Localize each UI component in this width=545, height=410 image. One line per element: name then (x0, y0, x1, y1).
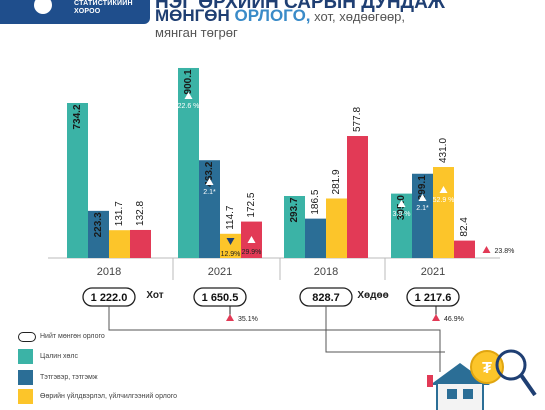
svg-text:₮: ₮ (482, 360, 492, 377)
bar-0-3 (130, 229, 151, 258)
legend-total-swatch (18, 332, 36, 342)
bar-label-3-0: 305.0 (396, 195, 407, 220)
legend-transfers-label: Тэтгэвэр, тэтгэмж (40, 374, 98, 381)
bar-1-2 (220, 233, 241, 258)
legend-business-swatch (18, 389, 33, 404)
bar-1-0 (178, 67, 199, 259)
change-rural-3-triangle (482, 246, 491, 253)
bar-label-3-1: 399.1 (417, 175, 428, 200)
bar-label-0-1: 223.3 (93, 212, 104, 237)
change-city-1-text: 2.1* (203, 189, 216, 196)
org-name: СТАТИСТИКИЙН ХОРОО (74, 0, 133, 15)
bar-label-2-0: 293.7 (289, 197, 300, 222)
total-change-city-text: 35.1% (238, 316, 258, 323)
change-rural-1-text: 2.1* (416, 205, 429, 212)
connector-city-2018 (108, 306, 441, 372)
change-rural-1-triangle (418, 194, 427, 201)
change-city-0-triangle (184, 92, 193, 99)
bar-2-1 (305, 218, 326, 258)
year-label-3: 2021 (421, 266, 445, 278)
bar-3-0 (391, 193, 412, 258)
change-city-3-text: 29.9% (242, 249, 262, 256)
bar-0-1 (88, 210, 109, 258)
bar-label-3-2: 431.0 (438, 138, 449, 163)
area-label-rural: Хөдөө (357, 290, 388, 301)
bar-2-3 (347, 136, 368, 258)
bar-1-1 (199, 160, 220, 258)
bar-label-2-1: 186.5 (310, 189, 321, 214)
legend-business-label: Өөрийн үйлдвэрлэл, үйлчилгээний орлого (40, 393, 178, 400)
change-city-2-triangle (226, 238, 235, 245)
bar-label-0-3: 132.8 (135, 201, 146, 226)
total-value-0: 1 222.0 (91, 292, 128, 304)
statistics-logo-icon (34, 0, 52, 14)
house-money-icon: ₮ (427, 349, 537, 410)
title-word1: МӨНГӨН (155, 6, 235, 25)
logo-box: СТАТИСТИКИЙН ХОРОО (0, 0, 150, 24)
total-change-city-triangle (226, 314, 234, 321)
change-city-3-triangle (247, 236, 256, 243)
bar-0-2 (109, 230, 130, 258)
title-line3: мянган төгрөг (155, 25, 238, 40)
total-value-1: 1 650.5 (202, 292, 239, 304)
connector-rural-2018 (325, 306, 445, 353)
legend-salary-label: Цалин хөлс (40, 353, 79, 360)
bar-label-3-3: 82.4 (459, 217, 470, 237)
year-label-2: 2018 (314, 266, 338, 278)
legend-transfers-swatch (18, 370, 33, 385)
total-change-rural-text: 46.9% (444, 316, 464, 323)
title-word2: ОРЛОГО, (234, 6, 311, 25)
change-rural-0-triangle (397, 200, 406, 207)
bar-label-0-2: 131.7 (114, 201, 125, 226)
change-city-2-text: 12.9% (221, 251, 241, 258)
bar-label-1-3: 172.5 (246, 192, 257, 217)
change-rural-2-text: 52.9 % (433, 197, 455, 204)
total-value-3: 1 217.6 (415, 292, 452, 304)
total-value-2: 828.7 (312, 292, 340, 304)
bar-label-1-0: 900.1 (183, 69, 194, 94)
bar-label-1-2: 114.7 (225, 205, 236, 230)
bar-2-2 (326, 198, 347, 258)
change-rural-3-text: 23.8% (495, 248, 515, 255)
year-label-0: 2018 (97, 266, 121, 278)
bar-3-3 (454, 240, 475, 258)
title-line2: МӨНГӨН ОРЛОГО, хот, хөдөөгөөр, (155, 6, 405, 26)
bar-label-0-0: 734.2 (72, 104, 83, 129)
bar-0-0 (67, 103, 88, 258)
title-rest: хот, хөдөөгөөр, (310, 9, 406, 24)
change-city-1-triangle (205, 178, 214, 185)
total-pill-1 (193, 287, 247, 307)
change-city-0-text: 22.6 % (178, 103, 200, 110)
title-line1: НЭГ ӨРХИЙН САРЫН ДУНДАЖ (155, 0, 445, 13)
bar-3-2 (433, 167, 454, 258)
legend-total-label: Нийт мөнгөн орлого (40, 333, 105, 340)
total-pill-3 (406, 287, 460, 307)
legend-salary-swatch (18, 349, 33, 364)
bar-label-2-2: 281.9 (331, 169, 342, 194)
change-rural-2-triangle (439, 186, 448, 193)
total-change-rural-triangle (432, 314, 440, 321)
area-label-city: Хот (146, 290, 163, 301)
bar-label-1-1: 463.2 (204, 161, 215, 186)
change-rural-0-text: 3.9 % (393, 211, 411, 218)
year-label-1: 2021 (208, 266, 232, 278)
bar-3-1 (412, 173, 433, 258)
bar-2-0 (284, 195, 305, 258)
bar-label-2-3: 577.8 (352, 107, 363, 132)
